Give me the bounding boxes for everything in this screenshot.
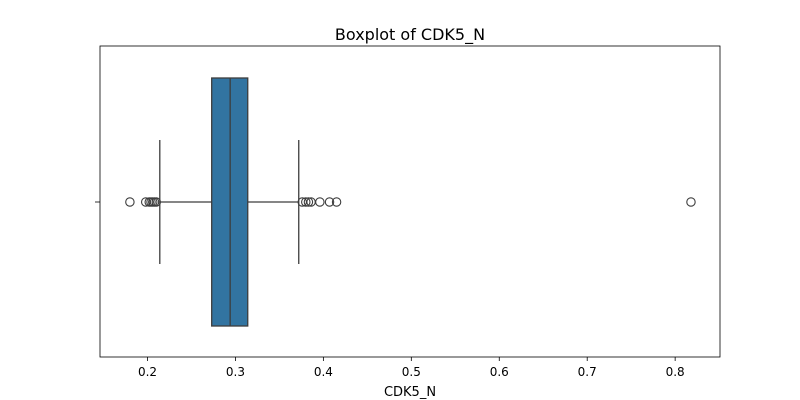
outlier-point — [301, 197, 311, 207]
x-tick-label: 0.4 — [314, 365, 333, 379]
x-tick-label: 0.8 — [666, 365, 685, 379]
outlier-point — [303, 197, 314, 207]
plot-area-frame — [99, 45, 721, 358]
outlier-point — [324, 197, 335, 207]
outlier-point — [315, 197, 325, 207]
chart-title: Boxplot of CDK5_N — [335, 25, 485, 45]
outlier-point — [151, 197, 162, 207]
outlier-point — [331, 197, 342, 207]
outlier-point — [125, 197, 135, 207]
x-tick-label: 0.3 — [226, 365, 245, 379]
x-tick-label: 0.7 — [578, 365, 597, 379]
outlier-point — [686, 197, 696, 207]
outlier-group — [125, 197, 696, 207]
x-axis-label: CDK5_N — [384, 385, 436, 400]
x-tick-label: 0.2 — [138, 365, 157, 379]
x-axis-ticks: 0.2 0.3 0.4 0.5 0.6 0.7 0.8 — [138, 357, 685, 379]
x-tick-label: 0.5 — [402, 365, 421, 379]
box-group — [159, 77, 300, 327]
x-tick-label: 0.6 — [490, 365, 509, 379]
